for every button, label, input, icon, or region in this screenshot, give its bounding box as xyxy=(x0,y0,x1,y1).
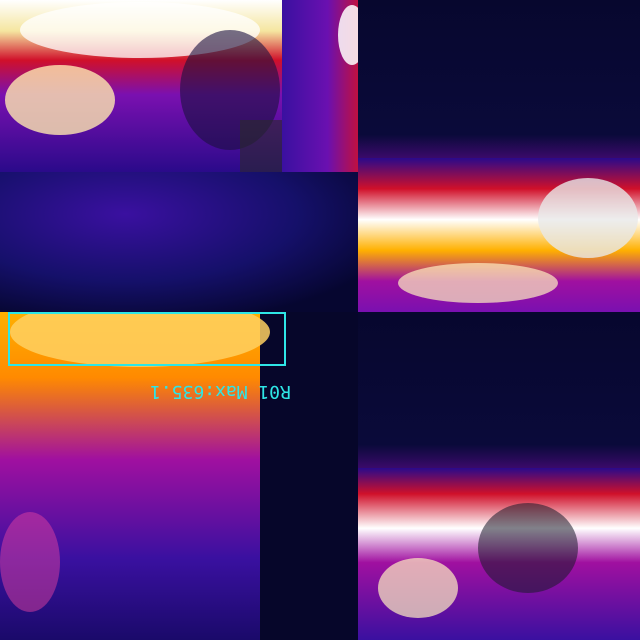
thermal-tile-bottom-left: R01 Max:635.1 xyxy=(0,312,358,640)
thermal-tile-lower-right-dark xyxy=(358,312,640,468)
thermal-tile-top-right xyxy=(358,0,640,158)
thermal-image-top-strip xyxy=(282,0,358,172)
thermal-image-top-right xyxy=(358,0,640,158)
thermal-tile-middle-right xyxy=(358,158,640,312)
roi-box xyxy=(8,312,286,366)
thermal-image-top-left xyxy=(0,0,282,172)
thermal-image-lower-right-dark xyxy=(358,312,640,468)
roi-label: R01 Max:635.1 xyxy=(150,381,291,402)
thermal-image-bottom-right xyxy=(358,468,640,640)
thermal-tile-top-left xyxy=(0,0,282,172)
thermal-tile-bottom-right xyxy=(358,468,640,640)
thermal-tile-middle-left xyxy=(0,172,358,312)
thermal-image-bottom-left xyxy=(0,312,358,640)
thermal-image-middle-left xyxy=(0,172,358,312)
thermal-tile-top-strip xyxy=(282,0,358,172)
thermal-image-middle-right xyxy=(358,158,640,312)
